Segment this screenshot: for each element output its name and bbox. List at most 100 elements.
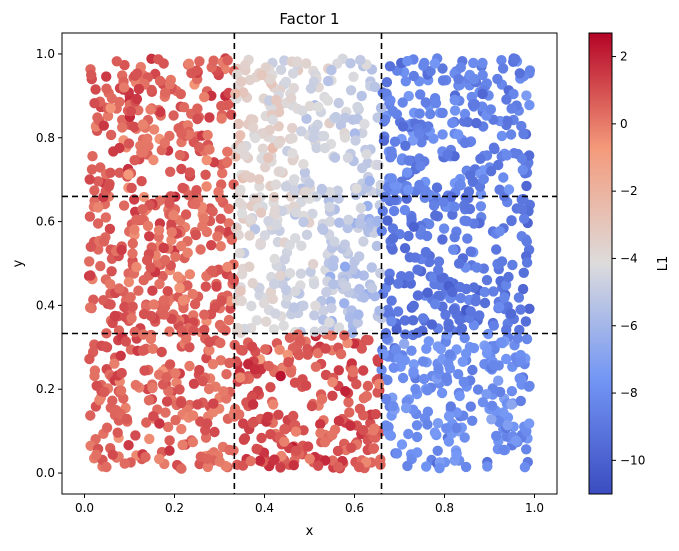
data-point — [113, 283, 125, 294]
data-point — [282, 349, 293, 360]
data-point — [438, 196, 449, 208]
data-point — [443, 436, 455, 447]
reference-lines — [62, 33, 557, 494]
data-point — [268, 278, 280, 290]
data-point — [85, 270, 96, 281]
data-point — [304, 453, 315, 464]
data-point — [521, 90, 532, 101]
data-point — [141, 417, 152, 428]
data-point — [386, 316, 397, 327]
data-point — [101, 422, 113, 433]
data-point — [388, 205, 400, 217]
data-point — [98, 236, 110, 247]
data-point — [84, 256, 95, 267]
x-tick-label: 0.4 — [255, 501, 274, 515]
data-point — [255, 237, 266, 249]
data-point — [506, 215, 517, 226]
data-point — [84, 353, 95, 365]
data-point — [129, 155, 140, 166]
data-point — [319, 142, 331, 154]
data-point — [428, 200, 440, 211]
data-point — [197, 376, 208, 387]
colorbar-tick-label: −6 — [620, 319, 638, 333]
data-point — [382, 374, 393, 386]
data-point — [230, 88, 241, 99]
data-point — [311, 142, 322, 154]
data-point — [273, 409, 284, 420]
data-point — [279, 55, 290, 66]
data-point — [399, 204, 411, 216]
data-point — [253, 174, 265, 185]
data-point — [148, 154, 159, 166]
data-point — [516, 153, 528, 164]
data-point — [279, 423, 290, 435]
data-point — [207, 206, 218, 217]
data-point — [387, 233, 399, 244]
data-point — [455, 292, 466, 304]
data-point — [521, 444, 532, 455]
data-point — [233, 118, 244, 130]
data-point — [340, 281, 352, 292]
data-point — [381, 77, 393, 88]
x-tick-label: 1.0 — [525, 501, 544, 515]
data-point — [269, 454, 280, 465]
data-point — [424, 219, 435, 230]
data-point — [454, 314, 465, 326]
data-point — [103, 181, 115, 192]
data-point — [114, 167, 125, 178]
data-point — [477, 69, 488, 81]
data-point — [99, 386, 110, 398]
data-point — [119, 458, 130, 469]
data-point — [202, 453, 213, 464]
data-point — [178, 102, 190, 113]
data-point — [192, 113, 203, 125]
data-point — [307, 258, 319, 270]
data-point — [492, 73, 503, 85]
data-point — [454, 390, 465, 402]
data-point — [339, 298, 350, 309]
data-point — [184, 167, 196, 178]
data-point — [506, 103, 517, 114]
data-point — [265, 382, 276, 393]
data-point — [164, 198, 175, 209]
data-point — [493, 159, 504, 171]
data-point — [477, 397, 489, 408]
data-point — [115, 350, 126, 361]
data-point — [104, 223, 116, 235]
data-point — [517, 204, 528, 215]
data-point — [137, 119, 149, 130]
data-point — [275, 270, 286, 281]
data-point — [449, 94, 460, 106]
data-point — [412, 290, 424, 301]
data-point — [298, 216, 309, 228]
data-point — [194, 364, 205, 376]
data-point — [459, 137, 471, 149]
data-point — [146, 84, 157, 96]
data-point — [288, 82, 299, 94]
data-point — [306, 400, 318, 412]
data-point — [358, 365, 369, 376]
data-point — [95, 162, 106, 173]
data-point — [158, 58, 169, 69]
data-point — [85, 241, 97, 252]
data-point — [388, 401, 399, 412]
data-point — [353, 461, 365, 473]
data-point — [262, 411, 273, 423]
data-point — [215, 355, 226, 366]
data-point — [402, 460, 413, 472]
data-point — [340, 386, 351, 397]
data-point — [443, 322, 454, 333]
data-point — [209, 426, 220, 438]
data-point — [267, 114, 278, 126]
data-point — [343, 397, 354, 408]
data-point — [501, 94, 512, 105]
data-point — [421, 230, 433, 242]
data-point — [437, 63, 448, 74]
data-point — [403, 230, 414, 242]
data-point — [346, 442, 357, 453]
data-point — [201, 154, 212, 166]
data-point — [287, 148, 298, 159]
data-point — [132, 68, 143, 79]
data-point — [172, 271, 184, 282]
